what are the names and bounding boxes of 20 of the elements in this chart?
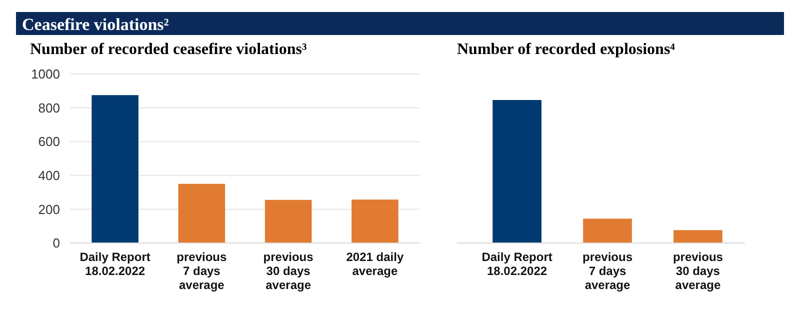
bar [92, 95, 138, 243]
chart-subtitle: Number of recorded explosions⁴ [457, 41, 676, 58]
bar [178, 184, 226, 243]
x-tick-label: Daily Report 18.02.2022 [482, 250, 552, 278]
x-tick-label: previous 30 days average [263, 250, 314, 292]
x-tick-label: previous 7 days average [176, 250, 228, 292]
y-tick-label: 0 [52, 236, 60, 251]
y-tick-label: 200 [38, 202, 60, 217]
x-tick-label: 2021 daily average [346, 250, 404, 278]
bar [352, 200, 398, 243]
x-tick-label: Daily Report 18.02.2022 [80, 250, 150, 278]
chart-title: Ceasefire violations² [22, 15, 169, 34]
y-tick-label: 600 [38, 134, 60, 150]
x-tick-label: previous 30 days average [672, 250, 724, 292]
x-tick-label: previous 7 days average [582, 250, 633, 292]
chart-subtitle: Number of recorded ceasefire violations³ [30, 41, 307, 58]
y-tick-label: 1000 [31, 66, 60, 82]
y-tick-label: 400 [38, 168, 60, 183]
bar [264, 200, 312, 243]
y-tick-label: 800 [38, 100, 60, 116]
